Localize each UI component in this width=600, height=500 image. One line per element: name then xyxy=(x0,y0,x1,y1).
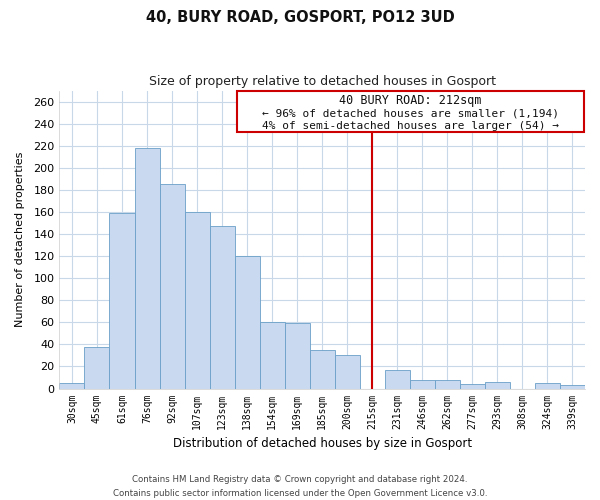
Bar xyxy=(435,380,460,388)
Bar xyxy=(209,226,235,388)
Bar xyxy=(485,382,510,388)
Bar xyxy=(134,148,160,388)
Text: 40 BURY ROAD: 212sqm: 40 BURY ROAD: 212sqm xyxy=(339,94,482,107)
Bar xyxy=(260,322,284,388)
Bar xyxy=(109,213,134,388)
Bar xyxy=(237,90,584,132)
Text: Contains HM Land Registry data © Crown copyright and database right 2024.
Contai: Contains HM Land Registry data © Crown c… xyxy=(113,476,487,498)
Bar xyxy=(410,380,435,388)
Bar xyxy=(560,385,585,388)
Title: Size of property relative to detached houses in Gosport: Size of property relative to detached ho… xyxy=(149,75,496,88)
Bar xyxy=(335,356,360,388)
Text: ← 96% of detached houses are smaller (1,194): ← 96% of detached houses are smaller (1,… xyxy=(262,108,559,118)
Bar xyxy=(85,346,109,389)
Y-axis label: Number of detached properties: Number of detached properties xyxy=(15,152,25,327)
Bar xyxy=(59,383,85,388)
X-axis label: Distribution of detached houses by size in Gosport: Distribution of detached houses by size … xyxy=(173,437,472,450)
Text: 4% of semi-detached houses are larger (54) →: 4% of semi-detached houses are larger (5… xyxy=(262,121,559,131)
Bar xyxy=(185,212,209,388)
Bar xyxy=(460,384,485,388)
Bar xyxy=(385,370,410,388)
Bar xyxy=(284,324,310,388)
Bar xyxy=(310,350,335,389)
Text: 40, BURY ROAD, GOSPORT, PO12 3UD: 40, BURY ROAD, GOSPORT, PO12 3UD xyxy=(146,10,454,25)
Bar xyxy=(160,184,185,388)
Bar xyxy=(235,256,260,388)
Bar xyxy=(535,383,560,388)
